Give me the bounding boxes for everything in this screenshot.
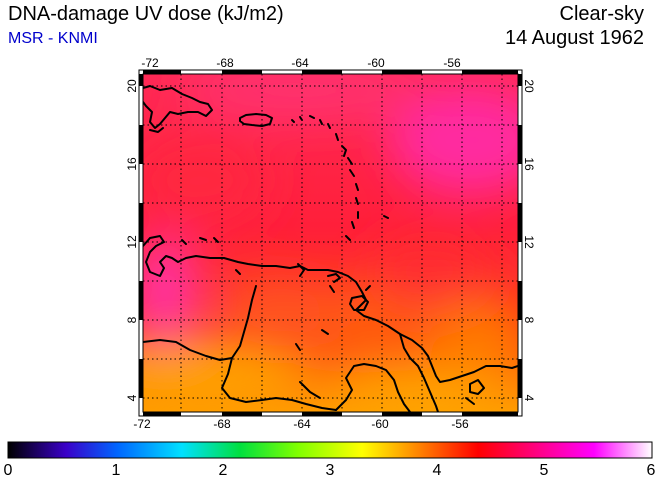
lon-label-bottom: -68 [213,417,231,431]
lon-label-bottom: -64 [293,417,311,431]
lon-label-bottom: -56 [451,417,469,431]
lat-label-right: 12 [522,235,536,249]
lat-label-right: 4 [522,395,536,402]
lat-label-left: 4 [125,394,139,401]
map-title: DNA-damage UV dose (kJ/m2) [8,3,284,25]
lat-label-left: 12 [125,235,139,249]
map-source: MSR - KNMI [8,30,98,47]
coastline [143,85,518,412]
map-frame [138,69,523,417]
colorbar-tick: 0 [4,462,13,479]
lat-label-left: 20 [125,79,139,93]
lon-label-bottom: -60 [371,417,389,431]
lon-label-top: -72 [141,56,159,70]
lat-label-right: 20 [522,79,536,93]
lat-label-left: 8 [125,316,139,323]
colorbar [7,441,653,459]
lon-label-bottom: -72 [133,417,151,431]
lat-label-right: 8 [522,317,536,324]
colorbar-tick: 4 [433,462,442,479]
lon-label-top: -56 [443,56,461,70]
product-label: Clear-sky [559,3,644,25]
colorbar-tick: 3 [326,462,335,479]
date-label: 14 August 1962 [504,27,644,49]
lon-label-top: -60 [367,56,385,70]
colorbar-tick: 2 [219,462,228,479]
lon-label-top: -64 [291,56,309,70]
colorbar-tick: 1 [112,462,121,479]
colorbar-tick: 6 [647,462,656,479]
colorbar-tick: 5 [540,462,549,479]
lat-label-left: 16 [125,157,139,171]
lat-label-right: 16 [522,157,536,171]
dose-field [143,74,518,412]
lon-label-top: -68 [216,56,234,70]
